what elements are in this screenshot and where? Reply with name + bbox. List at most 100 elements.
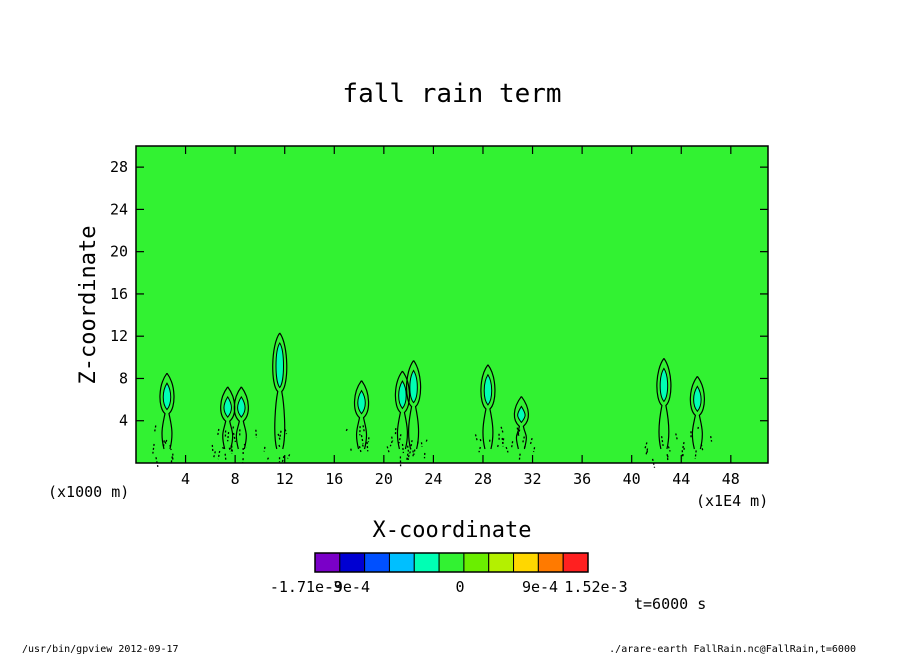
negative-contour [675, 433, 679, 441]
colorbar-swatch [388, 552, 415, 573]
cell-contour [272, 332, 288, 450]
x-tick-label: 40 [623, 470, 641, 488]
cell-core [693, 385, 702, 413]
negative-contour [278, 444, 281, 449]
cell-core [275, 342, 284, 389]
negative-contour [666, 454, 669, 462]
colorbar-swatch [513, 552, 539, 573]
cell-contour [353, 380, 370, 450]
cell-contour [480, 364, 496, 450]
negative-contour [523, 445, 526, 450]
negative-contour [700, 444, 704, 451]
colorbar-swatch [413, 552, 440, 573]
negative-contour [243, 443, 247, 448]
negative-contour [710, 436, 713, 442]
negative-contour [344, 428, 348, 433]
negative-contour [505, 446, 509, 453]
colorbar-label: 9e-4 [522, 578, 558, 596]
negative-contour [255, 429, 258, 439]
convective-cell-7 [398, 360, 428, 462]
negative-contour [646, 450, 649, 455]
x-tick-label: 20 [375, 470, 393, 488]
negative-contour [217, 450, 221, 460]
convective-cell-6 [386, 370, 419, 467]
y-tick-label: 4 [119, 412, 128, 430]
convective-cell-4 [263, 332, 291, 463]
cell-core [223, 395, 232, 418]
cell-core [409, 369, 418, 404]
colorbar-swatch [463, 552, 490, 573]
x-axis-label: X-coordinate [373, 518, 532, 543]
convective-cell-3 [224, 386, 258, 464]
cell-contour [220, 386, 236, 450]
cell-core [162, 382, 172, 411]
negative-contour [217, 428, 220, 436]
negative-contour [409, 440, 413, 450]
convective-cell-5 [344, 380, 370, 454]
negative-contour [231, 445, 234, 454]
y-tick-label: 28 [110, 158, 128, 176]
cell-contour [405, 360, 422, 450]
negative-contour [532, 447, 536, 453]
negative-contour [425, 439, 428, 444]
negative-contour [281, 455, 285, 463]
negative-contour [263, 446, 266, 452]
y-unit-label: (x1000 m) [48, 483, 129, 501]
convective-cell-1 [152, 372, 175, 467]
negative-contour [666, 455, 669, 460]
negative-contour [681, 454, 684, 459]
negative-contour [398, 434, 402, 444]
cell-contour [233, 386, 249, 450]
negative-contour [510, 441, 514, 449]
footer-left: /usr/bin/gpview 2012-09-17 [22, 644, 179, 654]
negative-contour [474, 434, 478, 442]
cell-core [237, 395, 246, 418]
x-unit-label: (x1E4 m) [696, 492, 768, 510]
x-axis: 4 8 12 16 20 24 28 32 36 40 44 48 [181, 146, 740, 488]
x-tick-label: 44 [672, 470, 690, 488]
cell-core [659, 367, 669, 403]
negative-contour [164, 441, 168, 446]
colorbar-label: -9e-4 [325, 578, 370, 596]
y-axis-label: Z-coordinate [76, 226, 101, 385]
cell-core [517, 405, 526, 424]
negative-contour [420, 442, 423, 447]
negative-contour [644, 442, 648, 449]
negative-contour [360, 434, 364, 444]
cell-core [398, 380, 407, 410]
x-tick-label: 24 [424, 470, 442, 488]
colorbar-swatch [314, 552, 341, 573]
negative-contour [228, 447, 232, 453]
cell-core [483, 373, 493, 406]
negative-contour [367, 437, 370, 443]
cell-contour [394, 370, 411, 450]
negative-contour [697, 426, 699, 431]
chart-title: fall rain term [342, 79, 561, 109]
negative-contour [154, 425, 157, 432]
colorbar-swatch [364, 552, 390, 573]
negative-contour [277, 433, 281, 440]
negative-contour [502, 438, 505, 444]
time-label: t=6000 s [634, 595, 706, 613]
negative-contour [529, 437, 533, 446]
negative-contour [479, 438, 482, 444]
negative-contour [516, 427, 520, 437]
negative-contour [413, 449, 416, 456]
negative-contour [362, 425, 366, 433]
y-tick-label: 20 [110, 243, 128, 261]
colorbar-label: -1.71e-3 [270, 578, 342, 596]
negative-contour [155, 457, 159, 467]
negative-contour [222, 446, 225, 451]
negative-contour [287, 454, 291, 459]
convective-cell-11 [681, 375, 713, 459]
y-tick-label: 16 [110, 285, 128, 303]
negative-contour [522, 436, 525, 444]
convective-cell-9 [505, 396, 536, 461]
negative-contour [278, 430, 282, 440]
x-tick-label: 8 [231, 470, 240, 488]
plot-frame [135, 145, 769, 464]
cell-contour [656, 358, 672, 450]
colorbar-label: 1.52e-3 [564, 578, 627, 596]
negative-contour [169, 444, 172, 451]
negative-contour [500, 426, 504, 433]
